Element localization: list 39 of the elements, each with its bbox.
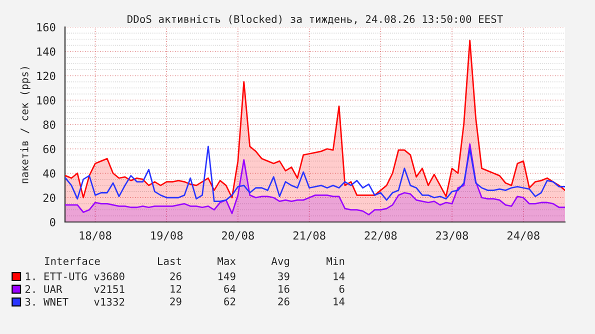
x-tick-label: 21/08 bbox=[293, 231, 326, 241]
text: 12 bbox=[170, 284, 182, 293]
y-tick-label: 20 bbox=[43, 194, 56, 202]
legend-label: 3. WNET v1332 bbox=[25, 298, 124, 306]
x-tick-label: 19/08 bbox=[151, 231, 183, 241]
text: 6 bbox=[339, 284, 344, 293]
text: 39 bbox=[278, 272, 290, 280]
chart-title: DDoS активність (Blocked) за тиждень, 24.08.26 13:50:00 EEST bbox=[128, 14, 503, 24]
text: Interface bbox=[45, 256, 100, 266]
y-axis-title: пакетів / сек (pps) bbox=[20, 67, 30, 184]
text: 16 bbox=[278, 284, 290, 293]
y-tick-label: 140 bbox=[37, 47, 56, 56]
line-series bbox=[65, 146, 565, 202]
x-tick-label: 24/08 bbox=[507, 231, 540, 241]
text: 26 bbox=[170, 272, 182, 280]
x-tick-label: 23/08 bbox=[436, 231, 468, 241]
x-tick-label: 22/08 bbox=[364, 231, 397, 241]
text: 14 bbox=[334, 298, 344, 306]
text: 149 bbox=[218, 272, 236, 280]
y-tick-label: 120 bbox=[37, 72, 56, 80]
y-tick-label: 80 bbox=[43, 120, 56, 129]
text: 62 bbox=[224, 298, 236, 306]
text: Max bbox=[218, 257, 236, 266]
legend-label: 1. ETT-UTG v3680 bbox=[26, 272, 124, 280]
text: 26 bbox=[278, 298, 290, 306]
x-tick-label: 18/08 bbox=[80, 231, 112, 241]
y-tick-label: 160 bbox=[37, 23, 56, 32]
text: Min bbox=[326, 256, 344, 265]
text: Last bbox=[158, 257, 181, 266]
y-tick-label: 0 bbox=[50, 218, 56, 226]
text: 14 bbox=[334, 272, 344, 280]
y-tick-label: 60 bbox=[43, 144, 56, 154]
y-tick-label: 40 bbox=[43, 169, 56, 178]
legend-label: 2. UAR v2151 bbox=[25, 285, 124, 294]
text: Avg bbox=[271, 257, 290, 268]
text: 29 bbox=[170, 298, 182, 306]
text: 64 bbox=[224, 284, 236, 293]
y-tick-label: 100 bbox=[37, 96, 56, 105]
x-tick-label: 20/08 bbox=[222, 231, 254, 241]
